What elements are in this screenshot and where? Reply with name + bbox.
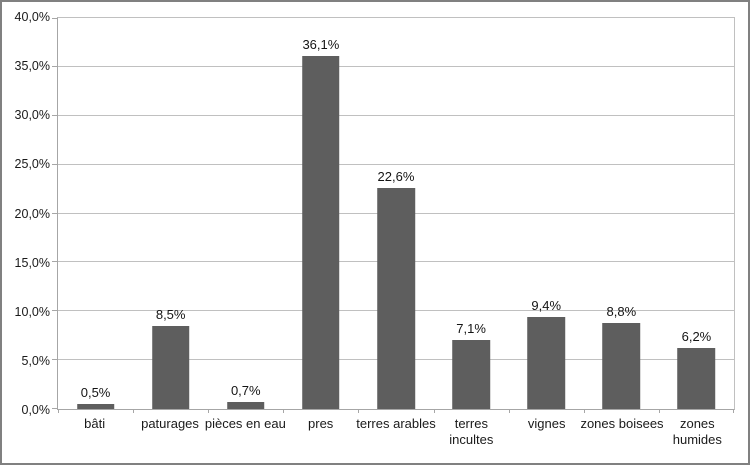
bar-value-label: 8,5% bbox=[155, 306, 186, 322]
x-tick-mark bbox=[433, 409, 435, 413]
bar-column: 22,6% bbox=[358, 18, 433, 409]
x-category-label: pres bbox=[308, 416, 334, 431]
x-category-label: zones boisees bbox=[580, 416, 664, 431]
y-tick-label: 40,0% bbox=[14, 10, 50, 24]
bar bbox=[377, 188, 415, 409]
y-tick-mark bbox=[52, 65, 57, 67]
x-tick-mark bbox=[133, 409, 135, 413]
y-tick-mark bbox=[52, 310, 57, 312]
bar bbox=[602, 322, 641, 409]
x-category-label: vignes bbox=[527, 416, 566, 431]
y-tick-mark bbox=[52, 359, 57, 361]
bar-column: 0,7% bbox=[208, 18, 283, 409]
bar-value-label: 0,7% bbox=[230, 383, 261, 399]
y-tick-mark bbox=[52, 408, 57, 409]
bar bbox=[527, 317, 565, 409]
y-tick-label: 35,0% bbox=[14, 59, 50, 74]
x-category-label: pièces en eau bbox=[204, 416, 286, 431]
bar-column: 9,4% bbox=[509, 18, 584, 409]
y-tick-mark bbox=[52, 261, 57, 263]
x-tick-mark bbox=[508, 409, 510, 413]
y-tick-label: 0,0% bbox=[21, 403, 51, 417]
bar bbox=[677, 348, 716, 409]
y-tick-label: 15,0% bbox=[14, 255, 50, 270]
bar bbox=[226, 402, 265, 409]
x-category-label: zones humides bbox=[672, 416, 722, 447]
bar-column: 8,8% bbox=[584, 18, 659, 409]
bar-value-label: 7,1% bbox=[456, 320, 486, 336]
x-category-label: terres arables bbox=[356, 416, 436, 431]
bar-column: 0,5% bbox=[58, 18, 133, 409]
bar-value-label: 6,2% bbox=[681, 329, 712, 345]
y-tick-mark bbox=[52, 18, 57, 19]
bar bbox=[302, 56, 340, 409]
y-axis-labels: 0,0% 5,0% 10,0% 15,0% 20,0% 25,0% 30,0% 35,0% 40… bbox=[2, 10, 51, 417]
bar-value-label: 22,6% bbox=[377, 169, 415, 185]
x-tick-mark bbox=[658, 409, 660, 413]
bar-value-label: 8,8% bbox=[606, 303, 637, 319]
bar bbox=[452, 339, 490, 409]
plot-area: 0,5% 8,5% 0,7% 36,1% 22,6% 7,1% 9,4% 8,8% 6,2% bbox=[52, 17, 735, 413]
x-tick-mark bbox=[358, 409, 360, 413]
y-tick-mark bbox=[52, 212, 57, 214]
x-category-label: paturages bbox=[141, 416, 199, 431]
y-tick-label: 25,0% bbox=[14, 157, 50, 172]
bar-value-label: 0,5% bbox=[80, 385, 111, 401]
gridline bbox=[58, 163, 734, 165]
x-tick-mark bbox=[733, 409, 734, 413]
gridline bbox=[58, 65, 734, 67]
x-tick-mark bbox=[583, 409, 585, 413]
bar-column: 36,1% bbox=[283, 18, 358, 409]
y-tick-label: 30,0% bbox=[14, 108, 50, 123]
bar bbox=[76, 404, 115, 409]
y-tick-label: 20,0% bbox=[14, 206, 50, 221]
bar-column: 8,5% bbox=[133, 18, 208, 409]
bar-column: 7,1% bbox=[434, 18, 509, 409]
gridline bbox=[58, 114, 734, 116]
y-tick-mark bbox=[52, 114, 57, 116]
x-axis-labels: bâti paturages pièces en eau pres terres ara… bbox=[57, 416, 735, 458]
x-tick-mark bbox=[58, 409, 59, 413]
y-tick-mark bbox=[52, 163, 57, 165]
bar-value-label: 9,4% bbox=[531, 298, 562, 314]
y-tick-label: 10,0% bbox=[14, 304, 50, 319]
x-tick-mark bbox=[283, 409, 285, 413]
bar bbox=[151, 325, 190, 409]
y-tick-label: 5,0% bbox=[21, 353, 51, 368]
x-tick-mark bbox=[208, 409, 210, 413]
x-category-label: terres incultes bbox=[449, 416, 494, 447]
bar-column: 6,2% bbox=[659, 18, 734, 409]
bar-value-label: 36,1% bbox=[302, 37, 340, 53]
x-category-label: bâti bbox=[84, 416, 106, 431]
